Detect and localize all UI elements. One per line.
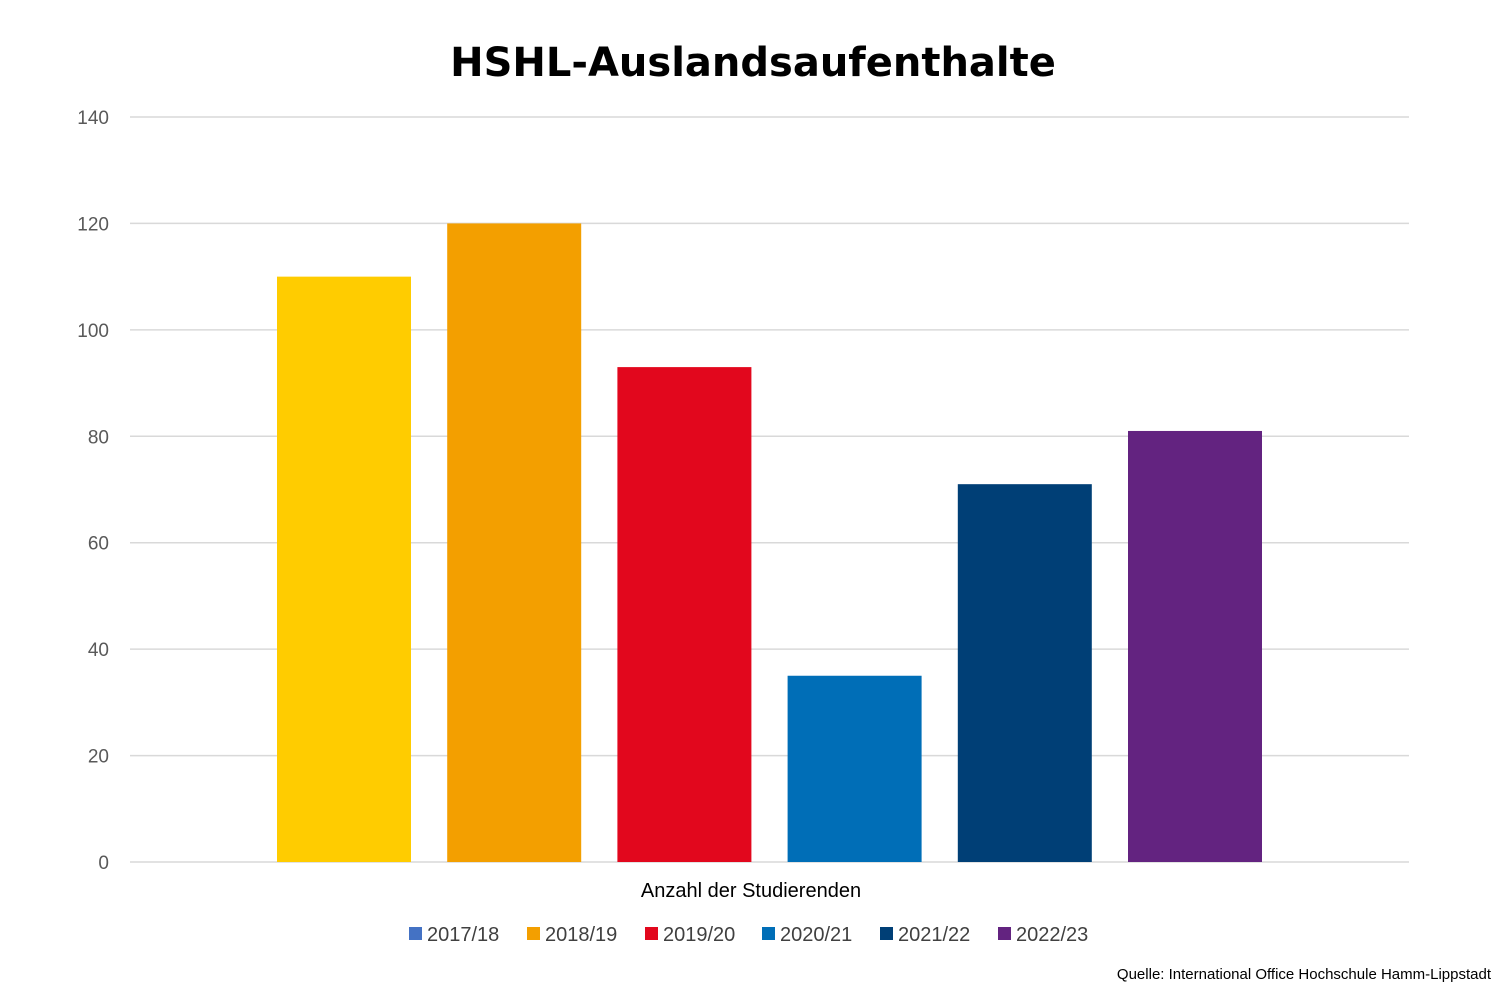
legend-label: 2018/19 — [545, 924, 617, 946]
legend-item: 2021/22 — [880, 924, 970, 946]
x-axis-label: Anzahl der Studierenden — [641, 880, 861, 902]
legend-swatch — [998, 927, 1011, 940]
y-tick-label: 80 — [88, 427, 109, 448]
legend-label: 2020/21 — [780, 924, 852, 946]
bars — [277, 223, 1262, 863]
bar-2021-22 — [957, 484, 1092, 862]
legend-swatch — [645, 927, 658, 940]
y-tick-label: 120 — [77, 214, 109, 235]
bar-2022-23 — [1128, 430, 1262, 862]
bar-2018-19 — [447, 223, 582, 862]
y-tick-label: 40 — [88, 640, 109, 661]
bar-2020-21 — [787, 675, 922, 862]
legend-label: 2019/20 — [663, 924, 735, 946]
bar-2019-20 — [617, 367, 752, 862]
y-tick-label: 0 — [98, 853, 109, 874]
legend-swatch — [409, 927, 422, 940]
legend-item: 2018/19 — [527, 924, 617, 946]
legend-item: 2019/20 — [645, 924, 735, 946]
legend-label: 2017/18 — [427, 924, 499, 946]
y-tick-label: 140 — [77, 108, 109, 129]
chart-title: HSHL-Auslandsaufenthalte — [450, 40, 1056, 86]
legend-item: 2020/21 — [762, 924, 852, 946]
legend-label: 2022/23 — [1016, 924, 1088, 946]
y-tick-label: 20 — [88, 747, 109, 768]
y-axis-ticks: 0 20 40 60 80 100 120 140 — [77, 108, 109, 874]
legend-swatch — [527, 927, 540, 940]
y-tick-label: 60 — [88, 534, 109, 555]
legend: 2017/18 2018/19 2019/20 2020/21 2021/22 2022/… — [409, 924, 1088, 946]
legend-label: 2021/22 — [898, 924, 970, 946]
y-tick-label: 100 — [77, 321, 109, 342]
legend-item: 2017/18 — [409, 924, 499, 946]
legend-swatch — [762, 927, 775, 940]
legend-swatch — [880, 927, 893, 940]
bar-2017-18 — [277, 276, 411, 863]
source-note: Quelle: International Office Hochschule … — [1117, 966, 1492, 983]
legend-item: 2022/23 — [998, 924, 1088, 946]
